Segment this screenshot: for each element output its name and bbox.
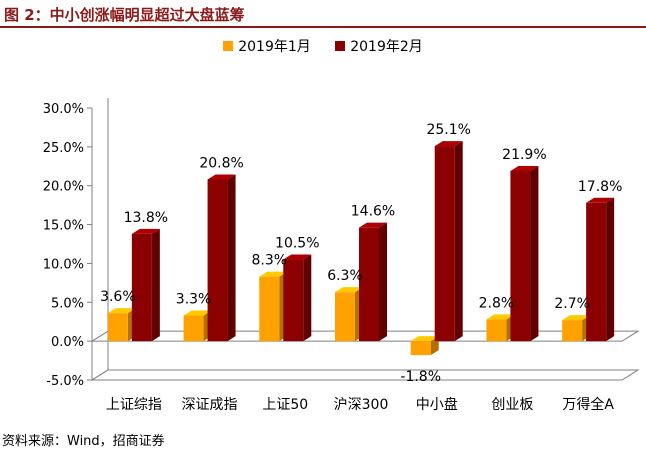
bar-feb [359, 222, 387, 342]
bar-jan-front [183, 315, 204, 342]
bar-jan-top [335, 287, 363, 293]
bar-feb-front [131, 233, 152, 342]
chart-title: 图 2：中小创涨幅明显超过大盘蓝筹 [4, 6, 245, 24]
category-label: 沪深300 [334, 397, 389, 413]
bar-feb-side [151, 228, 160, 342]
data-label-feb: 17.8% [578, 179, 622, 195]
data-label-feb: 13.8% [124, 210, 168, 226]
bar-jan-front [259, 276, 280, 342]
bar-feb-top [283, 254, 312, 260]
bar-jan-front [486, 319, 507, 342]
bar-feb-top [207, 174, 236, 180]
legend-swatch-jan [223, 41, 234, 51]
bar-feb-side [227, 174, 236, 342]
data-label-jan: 2.7% [554, 296, 590, 312]
title-rule [0, 26, 646, 28]
legend-item-feb: 2019年2月 [335, 36, 423, 56]
data-label-jan: 8.3% [251, 253, 287, 269]
bar-feb-side [303, 254, 312, 342]
data-label-feb: 21.9% [502, 147, 546, 163]
bar-jan [335, 287, 363, 342]
data-label-jan: 6.3% [327, 268, 363, 284]
bar-jan-front [562, 320, 583, 342]
category-label: 上证50 [262, 397, 308, 413]
bar-feb-front [207, 179, 228, 342]
bar-jan [410, 336, 439, 356]
data-label-jan: -1.8% [400, 369, 441, 385]
data-label-feb: 25.1% [426, 122, 470, 138]
bar-jan-top [107, 308, 136, 314]
bar-jan-top [562, 315, 591, 321]
data-label-jan: 2.8% [479, 295, 515, 311]
bar-jan [183, 310, 212, 342]
category-label: 中小盘 [416, 396, 458, 413]
data-label-feb: 10.5% [275, 236, 319, 252]
bar-feb-side [606, 197, 615, 342]
y-tick-label: 0.0% [51, 335, 84, 350]
bar-jan [562, 315, 591, 342]
bar-jan-front [410, 341, 431, 356]
legend-label-feb: 2019年2月 [350, 39, 423, 55]
bar-feb [131, 228, 160, 342]
y-tick-label: 5.0% [51, 296, 84, 311]
y-tick-label: 15.0% [43, 219, 84, 234]
bar-feb-top [586, 197, 615, 203]
legend-label-jan: 2019年1月 [238, 39, 311, 55]
bar-feb-front [359, 227, 379, 342]
bar-feb-top [434, 141, 463, 147]
bar-jan [486, 314, 515, 342]
bar-feb-front [510, 170, 531, 342]
category-label: 上证综指 [106, 397, 162, 413]
bar-feb [510, 165, 539, 342]
source-note: 资料来源：Wind，招商证券 [2, 434, 165, 449]
bar-jan-front [107, 313, 128, 342]
y-tick-label: 25.0% [43, 141, 84, 156]
bar-jan-top [183, 310, 212, 316]
y-tick-label: 30.0% [43, 102, 84, 117]
category-label: 万得全A [562, 396, 614, 413]
data-label-feb: 20.8% [199, 155, 243, 171]
y-tick-label: 20.0% [43, 180, 84, 195]
bar-jan-top [259, 271, 288, 277]
bar-jan-top [410, 336, 439, 342]
bar-feb-side [379, 222, 387, 342]
data-label-jan: 3.3% [176, 291, 212, 307]
bar-feb-top [510, 165, 539, 171]
bar-jan-top [486, 314, 515, 320]
bar-feb-front [283, 259, 304, 342]
bar-feb [586, 197, 615, 342]
legend: 2019年1月 2019年2月 [0, 36, 646, 56]
bar-feb-front [586, 202, 607, 342]
bar-feb [207, 174, 236, 342]
legend-item-jan: 2019年1月 [223, 36, 311, 56]
category-label: 创业板 [491, 397, 533, 413]
bar-feb-side [454, 141, 463, 342]
bar-feb [434, 141, 463, 342]
bar-feb-front [434, 146, 455, 342]
bottom-floor [90, 369, 640, 381]
data-label-jan: 3.6% [100, 289, 136, 305]
y-tick-label: -5.0% [46, 374, 84, 389]
category-label: 深证成指 [182, 397, 238, 413]
bar-feb-top [131, 228, 160, 234]
bar-feb [283, 254, 312, 342]
bar-jan-front [335, 292, 355, 342]
legend-swatch-feb [335, 41, 346, 51]
bar-jan [107, 308, 136, 342]
bar-feb-top [359, 222, 387, 228]
bar-jan [259, 271, 288, 342]
y-tick-label: 10.0% [43, 257, 84, 272]
bar-feb-side [530, 165, 539, 342]
data-label-feb: 14.6% [351, 204, 395, 220]
